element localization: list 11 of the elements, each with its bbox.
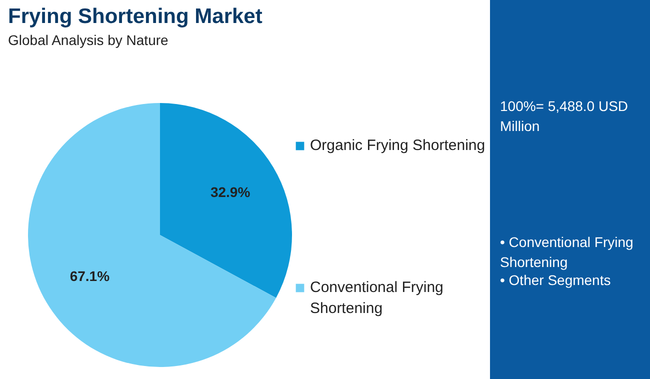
legend-label: Conventional Frying Shortening [310, 279, 444, 317]
data-label: 67.1% [70, 268, 110, 284]
chart-subtitle: Global Analysis by Nature [8, 32, 169, 48]
chart-title: Frying Shortening Market [8, 5, 262, 28]
pie-slice [160, 103, 292, 298]
pie-slice [28, 103, 276, 367]
text: • Conventional Frying Shortening [500, 234, 634, 270]
legend-label: Organic Frying Shortening [310, 137, 486, 154]
text: 100%= 5,488.0 USD Million [500, 98, 628, 134]
data-label: 32.9% [210, 184, 251, 200]
text: • Other Segments [500, 272, 611, 288]
